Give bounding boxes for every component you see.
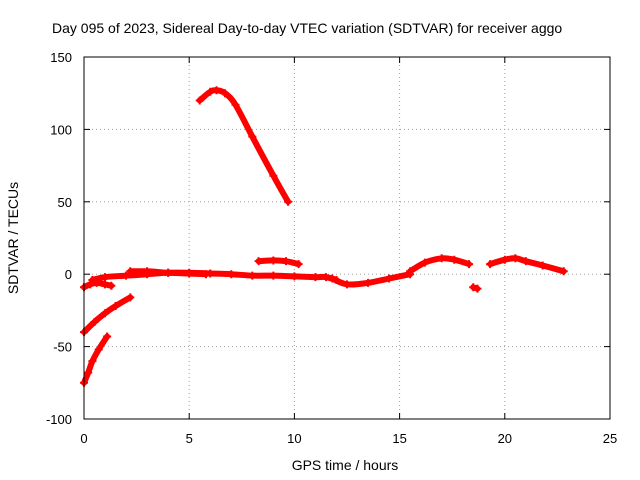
- data-point: [559, 267, 568, 276]
- data-point: [248, 271, 257, 280]
- data-point: [521, 257, 530, 266]
- data-point: [107, 281, 116, 290]
- series-arc-5: [80, 332, 112, 387]
- data-point: [88, 357, 97, 366]
- data-point: [420, 258, 429, 267]
- data-series: [80, 86, 568, 387]
- data-point: [84, 368, 93, 377]
- series-arc-10: [469, 283, 482, 293]
- chart-title: Day 095 of 2023, Sidereal Day-to-day VTE…: [52, 20, 562, 36]
- series-line: [255, 257, 302, 268]
- series-arc-7: [254, 256, 303, 269]
- data-point: [88, 275, 97, 284]
- y-tick-label: 50: [58, 195, 72, 210]
- data-point: [511, 254, 520, 263]
- grid-lines: [84, 57, 610, 419]
- data-point: [364, 278, 373, 287]
- data-point: [122, 271, 131, 280]
- data-point: [227, 270, 236, 279]
- y-tick-label: 100: [50, 122, 72, 137]
- data-point: [220, 89, 229, 98]
- x-tick-label: 5: [186, 431, 193, 446]
- data-point: [94, 345, 103, 354]
- data-point: [269, 271, 278, 280]
- data-point: [437, 254, 446, 263]
- data-point: [101, 309, 110, 318]
- x-tick-label: 20: [498, 431, 512, 446]
- data-point: [206, 87, 215, 96]
- data-point: [269, 171, 278, 180]
- data-point: [143, 267, 152, 276]
- data-point: [281, 257, 290, 266]
- x-tick-label: 25: [603, 431, 617, 446]
- data-point: [185, 269, 194, 278]
- series-arc-6: [195, 86, 293, 206]
- data-point: [406, 267, 415, 276]
- y-tick-label: 0: [65, 267, 72, 282]
- data-point: [311, 273, 320, 282]
- data-point: [469, 283, 478, 292]
- series-arc-8: [328, 270, 415, 289]
- data-point: [195, 96, 204, 105]
- x-tick-label: 15: [392, 431, 406, 446]
- x-tick-label: 10: [287, 431, 301, 446]
- data-point: [101, 273, 110, 282]
- y-tick-label: 150: [50, 50, 72, 65]
- data-point: [385, 274, 394, 283]
- data-point: [486, 260, 495, 269]
- tick-labels: 0 5 10 15 20 25 -100 -50 0 50 100 150: [46, 50, 617, 446]
- data-point: [294, 260, 303, 269]
- data-point: [101, 280, 110, 289]
- y-axis-label: SDTVAR / TECUs: [5, 182, 21, 294]
- x-axis-label: GPS time / hours: [292, 457, 399, 473]
- data-point: [90, 317, 99, 326]
- series-arc-9: [406, 254, 474, 276]
- data-point: [231, 100, 240, 109]
- series-arc-3: [126, 267, 211, 279]
- data-point: [103, 332, 112, 341]
- data-point: [126, 267, 135, 276]
- data-point: [126, 293, 135, 302]
- plot-frame: [83, 56, 611, 420]
- data-point: [202, 270, 211, 279]
- data-point: [254, 257, 263, 266]
- data-point: [328, 274, 337, 283]
- data-point: [164, 268, 173, 277]
- data-point: [473, 284, 482, 293]
- data-point: [111, 302, 120, 311]
- y-tick-label: -100: [46, 412, 72, 427]
- x-tick-label: 0: [80, 431, 87, 446]
- data-point: [538, 261, 547, 270]
- data-point: [343, 280, 351, 289]
- data-point: [284, 197, 293, 206]
- data-point: [500, 255, 509, 264]
- series-arc-11: [486, 254, 568, 276]
- data-point: [212, 86, 221, 95]
- data-point: [321, 273, 330, 282]
- data-point: [269, 256, 278, 265]
- data-point: [248, 132, 257, 141]
- y-tick-label: -50: [53, 340, 72, 355]
- data-point: [290, 272, 299, 281]
- data-point: [450, 255, 459, 264]
- data-point: [465, 260, 474, 269]
